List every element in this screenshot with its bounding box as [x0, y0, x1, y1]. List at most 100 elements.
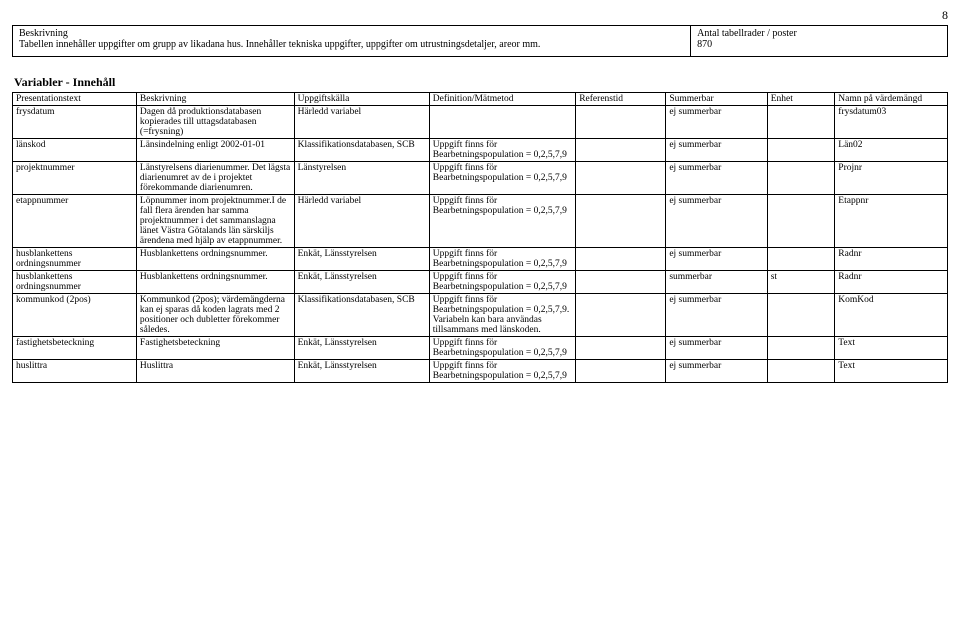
table-cell: [576, 337, 666, 360]
table-row: huslittraHuslittraEnkät, LänsstyrelsenUp…: [13, 360, 948, 383]
table-cell: [576, 248, 666, 271]
table-cell: Radnr: [835, 271, 948, 294]
table-cell: Länstyrelsens diarienummer. Det lägsta d…: [136, 162, 294, 195]
table-cell: Klassifikationsdatabasen, SCB: [294, 139, 429, 162]
table-cell: Text: [835, 360, 948, 383]
table-cell: etappnummer: [13, 195, 137, 248]
page-number: 8: [12, 8, 948, 23]
table-cell: Uppgift finns för Bearbetningspopulation…: [429, 337, 575, 360]
table-cell: frysdatum03: [835, 106, 948, 139]
table-cell: Härledd variabel: [294, 106, 429, 139]
table-cell: husblankettens ordningsnummer: [13, 271, 137, 294]
table-cell: Uppgift finns för Bearbetningspopulation…: [429, 162, 575, 195]
table-cell: Länsindelning enligt 2002-01-01: [136, 139, 294, 162]
table-row: husblankettens ordningsnummerHusblankett…: [13, 271, 948, 294]
table-cell: Klassifikationsdatabasen, SCB: [294, 294, 429, 337]
table-cell: Län02: [835, 139, 948, 162]
table-cell: st: [767, 271, 835, 294]
col-header: Referenstid: [576, 93, 666, 106]
table-cell: projektnummer: [13, 162, 137, 195]
table-cell: ej summerbar: [666, 294, 767, 337]
table-cell: [576, 139, 666, 162]
table-cell: Fastighetsbeteckning: [136, 337, 294, 360]
variables-section-title: Variabler - Innehåll: [14, 75, 948, 90]
table-cell: huslittra: [13, 360, 137, 383]
table-cell: ej summerbar: [666, 139, 767, 162]
table-cell: [576, 162, 666, 195]
table-cell: Enkät, Länsstyrelsen: [294, 360, 429, 383]
table-cell: Uppgift finns för Bearbetningspopulation…: [429, 294, 575, 337]
table-cell: [576, 195, 666, 248]
variables-table: Presentationstext Beskrivning Uppgiftskä…: [12, 92, 948, 383]
table-cell: Löpnummer inom projektnummer.I de fall f…: [136, 195, 294, 248]
table-cell: Radnr: [835, 248, 948, 271]
table-cell: Text: [835, 337, 948, 360]
table-cell: Länstyrelsen: [294, 162, 429, 195]
table-row: länskodLänsindelning enligt 2002-01-01Kl…: [13, 139, 948, 162]
table-cell: summerbar: [666, 271, 767, 294]
description-label: Beskrivning: [19, 28, 684, 39]
table-cell: [429, 106, 575, 139]
table-cell: [576, 106, 666, 139]
table-cell: [767, 195, 835, 248]
table-header-row: Presentationstext Beskrivning Uppgiftskä…: [13, 93, 948, 106]
table-cell: Husblankettens ordningsnummer.: [136, 271, 294, 294]
table-cell: husblankettens ordningsnummer: [13, 248, 137, 271]
table-cell: fastighetsbeteckning: [13, 337, 137, 360]
table-cell: Uppgift finns för Bearbetningspopulation…: [429, 195, 575, 248]
table-cell: Huslittra: [136, 360, 294, 383]
table-cell: Husblankettens ordningsnummer.: [136, 248, 294, 271]
table-cell: Enkät, Länsstyrelsen: [294, 337, 429, 360]
table-cell: [767, 106, 835, 139]
table-cell: [767, 360, 835, 383]
table-cell: ej summerbar: [666, 106, 767, 139]
table-cell: Uppgift finns för Bearbetningspopulation…: [429, 139, 575, 162]
table-cell: länskod: [13, 139, 137, 162]
col-header: Presentationstext: [13, 93, 137, 106]
table-cell: ej summerbar: [666, 360, 767, 383]
table-cell: ej summerbar: [666, 162, 767, 195]
table-cell: ej summerbar: [666, 337, 767, 360]
col-header: Beskrivning: [136, 93, 294, 106]
table-cell: [767, 248, 835, 271]
table-row: husblankettens ordningsnummerHusblankett…: [13, 248, 948, 271]
table-cell: kommunkod (2pos): [13, 294, 137, 337]
table-cell: Kommunkod (2pos); värdemängderna kan ej …: [136, 294, 294, 337]
metadata-description-cell: Beskrivning Tabellen innehåller uppgifte…: [13, 26, 691, 56]
table-cell: ej summerbar: [666, 248, 767, 271]
col-header: Summerbar: [666, 93, 767, 106]
table-cell: Dagen då produktionsdatabasen kopierades…: [136, 106, 294, 139]
table-cell: [767, 139, 835, 162]
table-cell: Uppgift finns för Bearbetningspopulation…: [429, 248, 575, 271]
col-header: Namn på värdemängd: [835, 93, 948, 106]
table-row: etappnummerLöpnummer inom projektnummer.…: [13, 195, 948, 248]
table-cell: Uppgift finns för Bearbetningspopulation…: [429, 271, 575, 294]
table-cell: Härledd variabel: [294, 195, 429, 248]
col-header: Enhet: [767, 93, 835, 106]
table-cell: Etappnr: [835, 195, 948, 248]
table-cell: [576, 294, 666, 337]
count-value: 870: [697, 39, 941, 50]
table-row: frysdatumDagen då produktionsdatabasen k…: [13, 106, 948, 139]
table-cell: [767, 162, 835, 195]
table-cell: frysdatum: [13, 106, 137, 139]
table-cell: [576, 271, 666, 294]
table-cell: Enkät, Länsstyrelsen: [294, 248, 429, 271]
table-row: fastighetsbeteckningFastighetsbeteckning…: [13, 337, 948, 360]
count-label: Antal tabellrader / poster: [697, 28, 941, 39]
table-cell: [767, 337, 835, 360]
table-cell: ej summerbar: [666, 195, 767, 248]
table-row: projektnummerLänstyrelsens diarienummer.…: [13, 162, 948, 195]
table-cell: Projnr: [835, 162, 948, 195]
table-cell: [767, 294, 835, 337]
table-cell: Uppgift finns för Bearbetningspopulation…: [429, 360, 575, 383]
description-text: Tabellen innehåller uppgifter om grupp a…: [19, 39, 684, 50]
table-cell: Enkät, Länsstyrelsen: [294, 271, 429, 294]
table-cell: [576, 360, 666, 383]
col-header: Definition/Mätmetod: [429, 93, 575, 106]
metadata-box: Beskrivning Tabellen innehåller uppgifte…: [12, 25, 948, 57]
table-cell: KomKod: [835, 294, 948, 337]
metadata-count-cell: Antal tabellrader / poster 870: [691, 26, 947, 56]
table-row: kommunkod (2pos)Kommunkod (2pos); värdem…: [13, 294, 948, 337]
col-header: Uppgiftskälla: [294, 93, 429, 106]
